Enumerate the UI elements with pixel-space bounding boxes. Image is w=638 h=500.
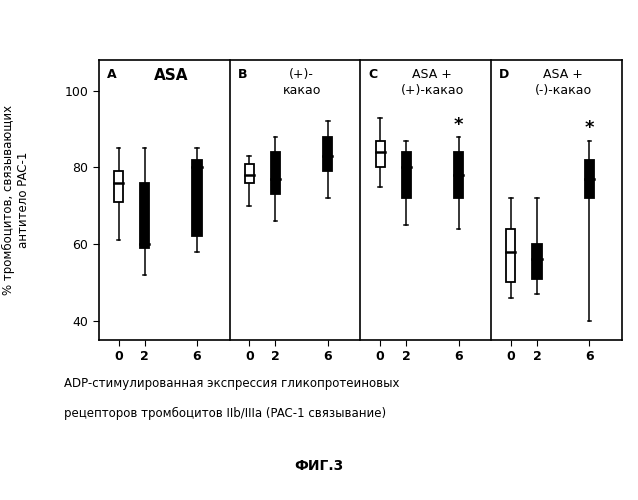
Text: D: D [499,68,509,82]
Text: C: C [368,68,378,82]
Text: ASA +
(-)-какао: ASA + (-)-какао [535,68,592,97]
Bar [140,182,149,248]
Bar [193,160,202,236]
Bar [245,164,254,182]
Bar [114,171,123,202]
Text: ASA: ASA [154,68,188,84]
Bar [533,244,542,278]
Bar [323,136,332,171]
Text: B: B [237,68,247,82]
Text: *: * [584,120,594,138]
Text: % тромбоцитов, связывающих
антитело PAC-1: % тромбоцитов, связывающих антитело PAC-… [2,105,30,295]
Text: ASA +
(+)-какао: ASA + (+)-какао [401,68,464,97]
Text: (+)-
какао: (+)- какао [283,68,321,97]
Bar [271,152,280,194]
Text: ФИГ.3: ФИГ.3 [294,459,344,473]
Bar [376,140,385,168]
Bar [507,229,516,282]
Text: ADP-стимулированная экспрессия гликопротеиновых: ADP-стимулированная экспрессия гликопрот… [64,378,399,390]
Text: *: * [454,116,463,134]
Bar [402,152,411,198]
Bar [454,152,463,198]
Bar [585,160,594,198]
Text: рецепторов тромбоцитов IIb/IIIa (PAC-1 связывание): рецепторов тромбоцитов IIb/IIIa (PAC-1 с… [64,408,386,420]
Text: A: A [107,68,116,82]
